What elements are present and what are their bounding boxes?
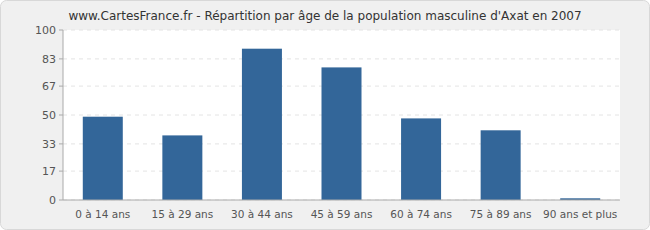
x-tick-label: 75 à 89 ans [470,208,532,220]
grid-line [63,30,620,31]
y-tick [59,30,63,31]
y-tick [59,143,63,144]
x-tick-label: 90 ans et plus [543,208,617,220]
chart: www.CartesFrance.fr - Répartition par âg… [0,0,650,230]
bar [242,49,282,200]
bar [401,118,441,200]
y-tick-label: 33 [42,138,56,151]
x-tick-label: 0 à 14 ans [75,208,130,220]
y-tick [59,86,63,87]
bar [322,67,362,200]
bars [83,49,600,200]
bar [481,130,521,200]
y-tick-label: 100 [35,24,56,37]
y-tick-label: 83 [42,53,56,66]
y-tick-label: 17 [42,165,56,178]
title: www.CartesFrance.fr - Répartition par âg… [68,9,581,23]
y-tick-label: 0 [49,194,56,207]
y-tick [59,200,63,201]
y-tick-label: 50 [42,109,56,122]
grid-line [63,200,620,201]
chart-container: www.CartesFrance.fr - Répartition par âg… [0,0,650,230]
x-tick-label: 15 à 29 ans [151,208,213,220]
y-tick [59,115,63,116]
x-tick-label: 30 à 44 ans [231,208,293,220]
x-tick-label: 60 à 74 ans [390,208,452,220]
plot-area [63,30,620,200]
x-axis [63,200,620,201]
x-tick-label: 45 à 59 ans [311,208,373,220]
y-axis [63,30,64,200]
bar [162,135,202,200]
grid-line [63,58,620,59]
bar [83,117,123,200]
background [1,1,650,230]
y-tick [59,58,63,59]
y-tick [59,171,63,172]
y-tick-label: 67 [42,80,56,93]
